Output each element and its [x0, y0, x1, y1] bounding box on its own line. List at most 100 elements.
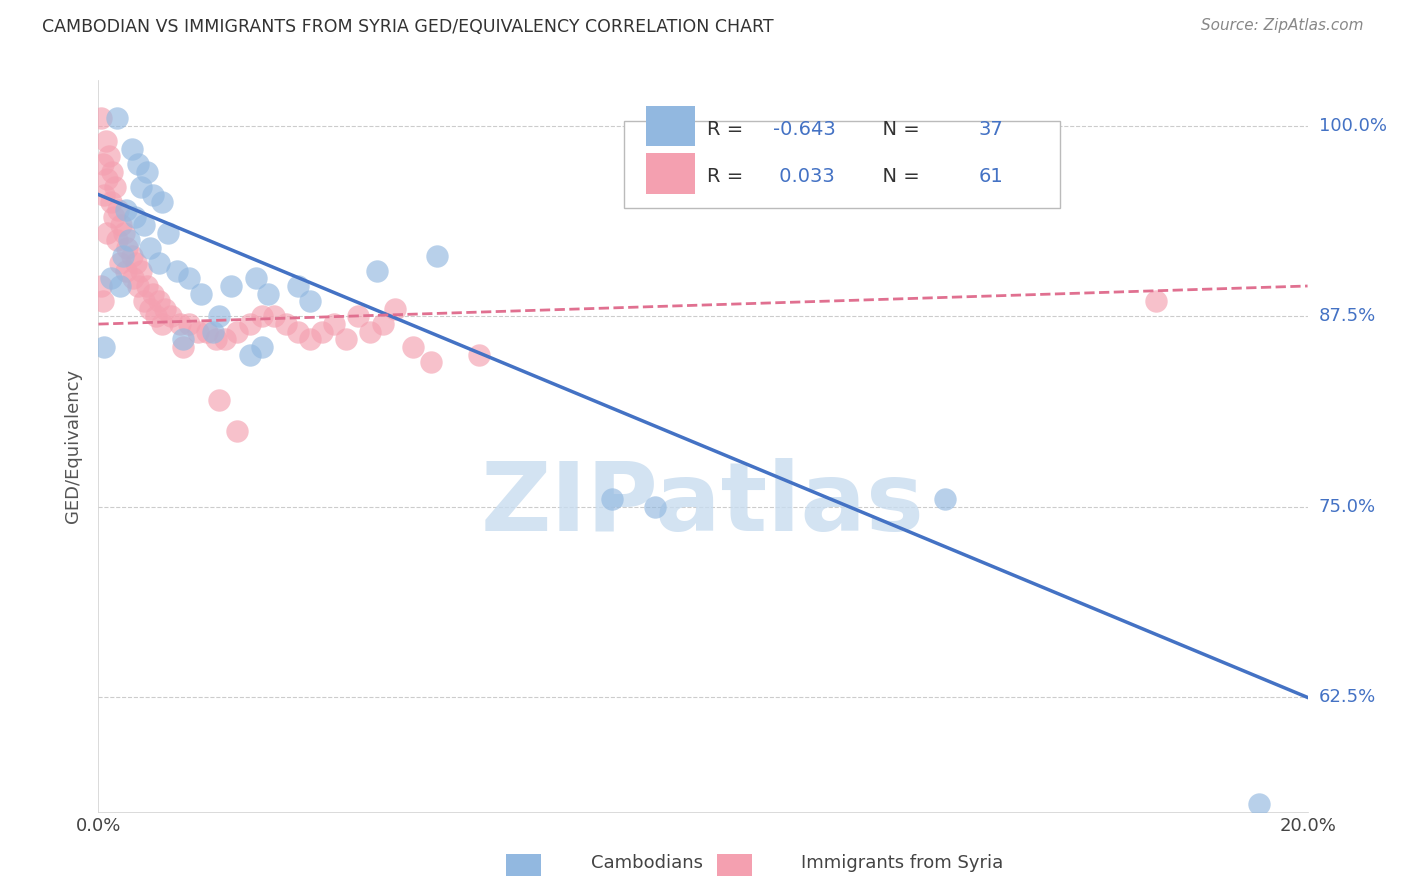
- Point: [250, 310, 273, 324]
- Point: [117, 241, 139, 255]
- Point: [142, 286, 165, 301]
- Point: [110, 218, 132, 232]
- Point: [226, 424, 249, 438]
- Point: [384, 301, 406, 316]
- Point: [139, 301, 162, 316]
- Point: [98, 149, 121, 163]
- Point: [105, 112, 128, 126]
- Point: [127, 279, 149, 293]
- Point: [166, 264, 188, 278]
- Text: CAMBODIAN VS IMMIGRANTS FROM SYRIA GED/EQUIVALENCY CORRELATION CHART: CAMBODIAN VS IMMIGRANTS FROM SYRIA GED/E…: [42, 18, 773, 36]
- Point: [108, 279, 131, 293]
- Point: [107, 202, 129, 217]
- Point: [311, 325, 333, 339]
- Point: [124, 211, 146, 225]
- Point: [187, 325, 209, 339]
- Point: [468, 348, 491, 362]
- Point: [172, 332, 194, 346]
- Point: [121, 142, 143, 156]
- Point: [208, 310, 231, 324]
- Point: [132, 218, 155, 232]
- Point: [256, 286, 278, 301]
- Text: 0.033: 0.033: [773, 168, 835, 186]
- Text: 100.0%: 100.0%: [1319, 117, 1386, 135]
- Point: [100, 165, 122, 179]
- Point: [287, 325, 309, 339]
- Bar: [647, 153, 695, 194]
- Text: 61: 61: [979, 168, 1004, 186]
- Point: [190, 286, 212, 301]
- Point: [90, 279, 112, 293]
- Point: [96, 172, 118, 186]
- Point: [91, 157, 114, 171]
- Point: [360, 325, 382, 339]
- Point: [169, 317, 191, 331]
- Text: 62.5%: 62.5%: [1319, 689, 1376, 706]
- Point: [426, 248, 449, 262]
- Bar: [647, 106, 695, 146]
- Point: [129, 180, 152, 194]
- Point: [602, 492, 624, 507]
- Point: [934, 492, 956, 507]
- Point: [402, 340, 425, 354]
- Point: [205, 332, 228, 346]
- Point: [129, 264, 152, 278]
- Point: [90, 112, 112, 126]
- Point: [371, 317, 394, 331]
- Point: [214, 332, 236, 346]
- Point: [274, 317, 297, 331]
- Text: R =: R =: [707, 120, 749, 139]
- Point: [179, 317, 201, 331]
- Point: [132, 294, 155, 309]
- Point: [366, 264, 388, 278]
- Point: [105, 233, 128, 247]
- Point: [347, 310, 370, 324]
- Point: [239, 348, 262, 362]
- Point: [91, 294, 114, 309]
- Point: [118, 233, 141, 247]
- Point: [156, 226, 179, 240]
- Text: 75.0%: 75.0%: [1319, 498, 1376, 516]
- Point: [100, 195, 122, 210]
- Point: [125, 256, 148, 270]
- Point: [208, 393, 231, 408]
- Text: Cambodians: Cambodians: [591, 855, 703, 872]
- Text: N =: N =: [870, 120, 927, 139]
- Point: [100, 271, 122, 285]
- Point: [142, 187, 165, 202]
- Text: ZIPatlas: ZIPatlas: [481, 458, 925, 551]
- Point: [112, 226, 135, 240]
- Point: [644, 500, 666, 514]
- Point: [150, 195, 173, 210]
- Point: [135, 279, 157, 293]
- Point: [93, 340, 115, 354]
- Point: [111, 248, 134, 262]
- Text: 87.5%: 87.5%: [1319, 308, 1376, 326]
- Y-axis label: GED/Equivalency: GED/Equivalency: [65, 369, 83, 523]
- Point: [239, 317, 262, 331]
- Point: [245, 271, 267, 285]
- Point: [250, 340, 273, 354]
- Point: [323, 317, 346, 331]
- Point: [263, 310, 285, 324]
- Point: [96, 226, 118, 240]
- Point: [114, 202, 136, 217]
- Point: [121, 248, 143, 262]
- Text: -0.643: -0.643: [773, 120, 837, 139]
- Text: Immigrants from Syria: Immigrants from Syria: [801, 855, 1004, 872]
- Point: [195, 325, 218, 339]
- Point: [122, 271, 145, 285]
- Point: [93, 187, 115, 202]
- Point: [148, 294, 170, 309]
- Text: N =: N =: [870, 168, 927, 186]
- Point: [226, 325, 249, 339]
- Point: [287, 279, 309, 293]
- Text: R =: R =: [707, 168, 749, 186]
- Point: [103, 211, 125, 225]
- Text: 37: 37: [979, 120, 1004, 139]
- Point: [127, 157, 149, 171]
- Point: [172, 340, 194, 354]
- Point: [153, 301, 176, 316]
- Point: [1249, 797, 1271, 811]
- Point: [335, 332, 357, 346]
